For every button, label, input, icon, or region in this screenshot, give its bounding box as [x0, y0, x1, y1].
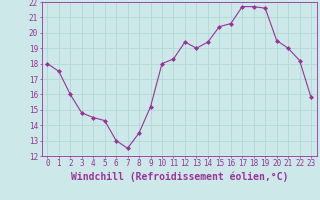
- X-axis label: Windchill (Refroidissement éolien,°C): Windchill (Refroidissement éolien,°C): [70, 171, 288, 182]
